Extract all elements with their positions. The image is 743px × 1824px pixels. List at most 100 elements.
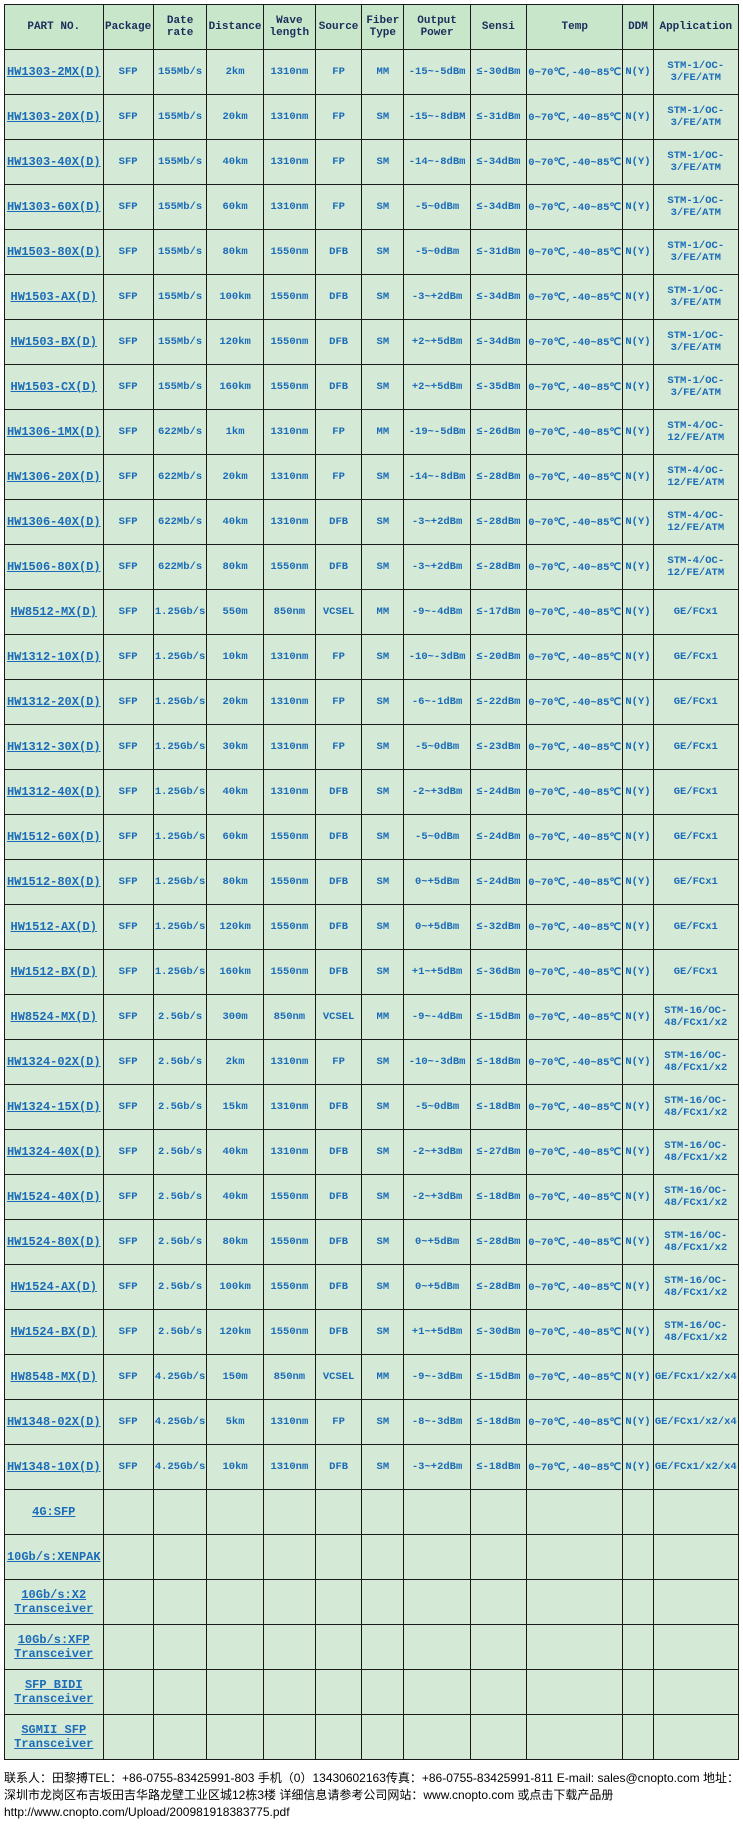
data-cell: -9~-4dBm — [404, 995, 470, 1040]
part-number-cell[interactable]: HW1503-80X(D) — [5, 230, 104, 275]
part-link[interactable]: HW1512-80X(D) — [7, 875, 101, 889]
part-link[interactable]: HW1348-10X(D) — [7, 1460, 101, 1474]
part-number-cell[interactable]: HW1512-60X(D) — [5, 815, 104, 860]
data-cell — [527, 1625, 623, 1670]
data-cell: SM — [362, 905, 404, 950]
part-link[interactable]: HW1303-40X(D) — [7, 155, 101, 169]
part-link[interactable]: 10Gb/s:XENPAK — [7, 1550, 101, 1564]
part-number-cell[interactable]: HW1524-BX(D) — [5, 1310, 104, 1355]
part-number-cell[interactable]: HW8548-MX(D) — [5, 1355, 104, 1400]
part-number-cell[interactable]: HW1303-20X(D) — [5, 95, 104, 140]
part-number-cell[interactable]: 4G:SFP — [5, 1490, 104, 1535]
part-link[interactable]: 4G:SFP — [32, 1505, 75, 1519]
data-cell — [470, 1580, 526, 1625]
data-cell: 60km — [207, 815, 263, 860]
part-number-cell[interactable]: HW1306-1MX(D) — [5, 410, 104, 455]
part-link[interactable]: HW1524-BX(D) — [11, 1325, 97, 1339]
part-link[interactable]: HW1524-AX(D) — [11, 1280, 97, 1294]
part-number-cell[interactable]: HW1512-BX(D) — [5, 950, 104, 995]
part-number-cell[interactable]: HW1303-40X(D) — [5, 140, 104, 185]
part-number-cell[interactable]: HW1303-60X(D) — [5, 185, 104, 230]
part-link[interactable]: HW1348-02X(D) — [7, 1415, 101, 1429]
part-link[interactable]: HW8548-MX(D) — [11, 1370, 97, 1384]
data-cell: STM-16/OC-48/FCx1/x2 — [653, 995, 738, 1040]
part-link[interactable]: HW1303-60X(D) — [7, 200, 101, 214]
data-cell: -2~+3dBm — [404, 1175, 470, 1220]
part-link[interactable]: HW1503-BX(D) — [11, 335, 97, 349]
part-number-cell[interactable]: HW1348-02X(D) — [5, 1400, 104, 1445]
part-link[interactable]: HW1324-02X(D) — [7, 1055, 101, 1069]
part-number-cell[interactable]: SFP BIDI Transceiver — [5, 1670, 104, 1715]
part-link[interactable]: HW1312-10X(D) — [7, 650, 101, 664]
part-link[interactable]: HW1503-80X(D) — [7, 245, 101, 259]
part-number-cell[interactable]: 10Gb/s:XFP Transceiver — [5, 1625, 104, 1670]
data-cell: N(Y) — [623, 455, 653, 500]
part-number-cell[interactable]: HW1503-AX(D) — [5, 275, 104, 320]
part-link[interactable]: HW1512-BX(D) — [11, 965, 97, 979]
part-number-cell[interactable]: HW1324-02X(D) — [5, 1040, 104, 1085]
data-cell — [623, 1535, 653, 1580]
part-link[interactable]: SGMII SFP Transceiver — [14, 1723, 93, 1751]
part-link[interactable]: SFP BIDI Transceiver — [14, 1678, 93, 1706]
data-cell: 1310nm — [263, 1085, 315, 1130]
part-number-cell[interactable]: HW1512-AX(D) — [5, 905, 104, 950]
part-number-cell[interactable]: HW1348-10X(D) — [5, 1445, 104, 1490]
data-cell: STM-1/OC-3/FE/ATM — [653, 365, 738, 410]
part-link[interactable]: HW8524-MX(D) — [11, 1010, 97, 1024]
part-number-cell[interactable]: 10Gb/s:XENPAK — [5, 1535, 104, 1580]
data-cell: DFB — [315, 1445, 361, 1490]
part-link[interactable]: HW1324-40X(D) — [7, 1145, 101, 1159]
part-link[interactable]: 10Gb/s:XFP Transceiver — [14, 1633, 93, 1661]
part-link[interactable]: HW1303-2MX(D) — [7, 65, 101, 79]
part-number-cell[interactable]: HW1524-AX(D) — [5, 1265, 104, 1310]
data-cell: 0~70℃,-40~85℃ — [527, 680, 623, 725]
part-number-cell[interactable]: HW8524-MX(D) — [5, 995, 104, 1040]
part-link[interactable]: HW1503-CX(D) — [11, 380, 97, 394]
part-link[interactable]: 10Gb/s:X2 Transceiver — [14, 1588, 93, 1616]
part-number-cell[interactable]: HW1306-20X(D) — [5, 455, 104, 500]
part-link[interactable]: HW1306-1MX(D) — [7, 425, 101, 439]
part-link[interactable]: HW1312-20X(D) — [7, 695, 101, 709]
part-link[interactable]: HW1303-20X(D) — [7, 110, 101, 124]
part-number-cell[interactable]: HW1324-40X(D) — [5, 1130, 104, 1175]
part-link[interactable]: HW1506-80X(D) — [7, 560, 101, 574]
part-number-cell[interactable]: HW1512-80X(D) — [5, 860, 104, 905]
part-link[interactable]: HW1306-20X(D) — [7, 470, 101, 484]
part-number-cell[interactable]: 10Gb/s:X2 Transceiver — [5, 1580, 104, 1625]
part-number-cell[interactable]: HW1506-80X(D) — [5, 545, 104, 590]
data-cell: 20km — [207, 455, 263, 500]
col-header: PART NO. — [5, 5, 104, 50]
data-cell — [362, 1535, 404, 1580]
part-link[interactable]: HW1312-30X(D) — [7, 740, 101, 754]
data-cell: 1.25Gb/s — [153, 725, 207, 770]
part-link[interactable]: HW1312-40X(D) — [7, 785, 101, 799]
part-number-cell[interactable]: HW1324-15X(D) — [5, 1085, 104, 1130]
part-number-cell[interactable]: HW1312-20X(D) — [5, 680, 104, 725]
part-number-cell[interactable]: HW1524-40X(D) — [5, 1175, 104, 1220]
data-cell — [362, 1670, 404, 1715]
part-link[interactable]: HW1524-80X(D) — [7, 1235, 101, 1249]
part-number-cell[interactable]: HW1312-30X(D) — [5, 725, 104, 770]
part-number-cell[interactable]: HW1524-80X(D) — [5, 1220, 104, 1265]
part-link[interactable]: HW1324-15X(D) — [7, 1100, 101, 1114]
part-link[interactable]: HW1512-AX(D) — [11, 920, 97, 934]
data-cell — [404, 1580, 470, 1625]
data-cell: -10~-3dBm — [404, 1040, 470, 1085]
part-link[interactable]: HW1524-40X(D) — [7, 1190, 101, 1204]
part-number-cell[interactable]: HW1306-40X(D) — [5, 500, 104, 545]
part-link[interactable]: HW8512-MX(D) — [11, 605, 97, 619]
part-number-cell[interactable]: HW1503-CX(D) — [5, 365, 104, 410]
part-link[interactable]: HW1512-60X(D) — [7, 830, 101, 844]
data-cell: SFP — [103, 410, 153, 455]
part-number-cell[interactable]: HW8512-MX(D) — [5, 590, 104, 635]
part-number-cell[interactable]: HW1303-2MX(D) — [5, 50, 104, 95]
part-link[interactable]: HW1306-40X(D) — [7, 515, 101, 529]
data-cell: SFP — [103, 1400, 153, 1445]
part-number-cell[interactable]: SGMII SFP Transceiver — [5, 1715, 104, 1760]
data-cell: N(Y) — [623, 1085, 653, 1130]
part-number-cell[interactable]: HW1312-40X(D) — [5, 770, 104, 815]
part-number-cell[interactable]: HW1312-10X(D) — [5, 635, 104, 680]
part-link[interactable]: HW1503-AX(D) — [11, 290, 97, 304]
part-number-cell[interactable]: HW1503-BX(D) — [5, 320, 104, 365]
data-cell — [470, 1715, 526, 1760]
